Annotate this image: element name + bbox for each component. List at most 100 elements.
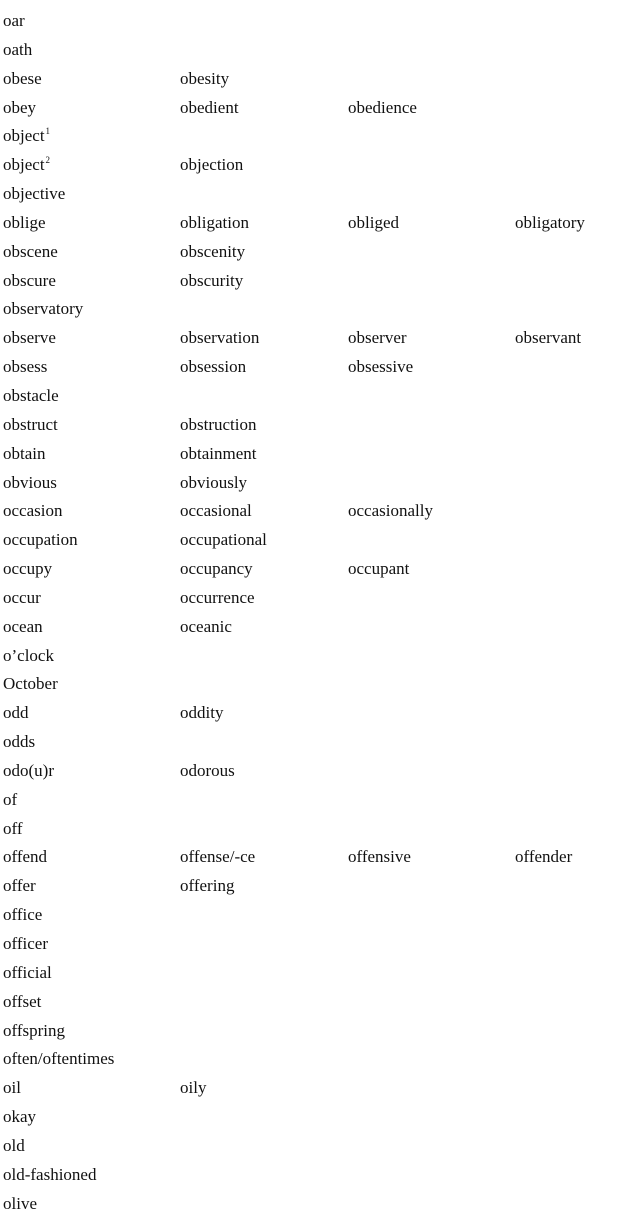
- word-text: occupy: [3, 559, 53, 579]
- headword: offend: [3, 843, 47, 872]
- derived-word: obstruction: [180, 411, 257, 440]
- headword: oblige: [3, 209, 46, 238]
- derived-word: offense/-ce: [180, 843, 255, 872]
- word-row: offset: [3, 988, 633, 1017]
- headword: offspring: [3, 1017, 65, 1046]
- headword: oar: [3, 7, 25, 36]
- word-text: oily: [180, 1078, 207, 1098]
- word-text: obesity: [180, 68, 230, 88]
- word-row: okay: [3, 1103, 633, 1132]
- word-row: ocean oceanic: [3, 613, 633, 642]
- word-text: off: [3, 818, 23, 838]
- word-text: officer: [3, 934, 48, 953]
- headword: oil: [3, 1074, 21, 1103]
- word-text: obsess: [3, 357, 48, 377]
- derived-word: obedient: [180, 94, 239, 123]
- word-text: obsession: [180, 357, 247, 377]
- headword: odo(u)r: [3, 757, 54, 786]
- word-text: obscurity: [180, 270, 244, 290]
- derived-word: occupant: [348, 555, 409, 584]
- headword: objective: [3, 180, 65, 209]
- word-text: obsessive: [348, 357, 414, 377]
- word-text: o’clock: [3, 645, 54, 665]
- derived-word: occasionally: [348, 497, 433, 526]
- word-text: object: [3, 126, 45, 146]
- word-text: obligatory: [515, 212, 585, 232]
- word-text: odd: [3, 703, 29, 723]
- word-text: offering: [180, 876, 235, 896]
- derived-word: occasional: [180, 497, 252, 526]
- headword: office: [3, 901, 42, 930]
- word-row: odo(u)r odorous: [3, 757, 633, 786]
- derived-word: objection: [180, 151, 243, 180]
- word-row: offend offense/-ce offensive offender: [3, 843, 633, 872]
- headword: obsess: [3, 353, 47, 382]
- derived-word: obliged: [348, 209, 399, 238]
- derived-word: observation: [180, 324, 259, 353]
- word-row: obey obedient obedience: [3, 94, 633, 123]
- headword: offer: [3, 872, 36, 901]
- word-row: old: [3, 1132, 633, 1161]
- headword: occupation: [3, 526, 78, 555]
- word-text: obscene: [3, 241, 58, 261]
- word-row: oil oily: [3, 1074, 633, 1103]
- word-row: observatory: [3, 295, 633, 324]
- word-text: occupancy: [180, 559, 253, 579]
- derived-word: observer: [348, 324, 407, 353]
- headword: oath: [3, 36, 32, 65]
- word-text: obscure: [3, 270, 56, 290]
- word-text: old: [3, 1135, 25, 1155]
- word-text: office: [3, 905, 43, 925]
- derived-word: oddity: [180, 699, 223, 728]
- headword: offset: [3, 988, 41, 1017]
- headword: object2: [3, 151, 50, 182]
- word-row: of: [3, 786, 633, 815]
- word-text: offer: [3, 876, 36, 896]
- headword: okay: [3, 1103, 36, 1132]
- word-row: official: [3, 959, 633, 988]
- word-text: oddity: [180, 703, 224, 723]
- headword: odd: [3, 699, 29, 728]
- word-row: obese obesity: [3, 65, 633, 94]
- headword: officer: [3, 930, 48, 959]
- derived-word: obsession: [180, 353, 246, 382]
- headword: olive: [3, 1190, 37, 1219]
- headword: observatory: [3, 295, 83, 324]
- derived-word: offensive: [348, 843, 411, 872]
- word-text: observe: [3, 328, 56, 348]
- word-text: old-fashioned: [3, 1164, 97, 1184]
- word-row: oblige obligation obliged obligatory: [3, 209, 633, 238]
- headword: obstruct: [3, 411, 58, 440]
- word-row: obscene obscenity: [3, 238, 633, 267]
- word-text: October: [3, 674, 58, 694]
- word-text: offense/-ce: [180, 847, 256, 867]
- word-row: occupation occupational: [3, 526, 633, 555]
- headword: object1: [3, 122, 50, 153]
- word-text: occupation: [3, 530, 78, 550]
- word-text: obvious: [3, 472, 57, 492]
- word-row: occur occurrence: [3, 584, 633, 613]
- headword: old-fashioned: [3, 1161, 96, 1190]
- derived-word: observant: [515, 324, 581, 353]
- headword: occur: [3, 584, 41, 613]
- derived-word: obedience: [348, 94, 417, 123]
- derived-word: obsessive: [348, 353, 413, 382]
- headword: often/oftentimes: [3, 1045, 114, 1074]
- word-row: obscure obscurity: [3, 267, 633, 296]
- word-row: obvious obviously: [3, 469, 633, 498]
- word-text: obligation: [180, 212, 249, 232]
- word-text: obese: [3, 68, 42, 88]
- word-text: oblige: [3, 212, 46, 232]
- word-text: obedience: [348, 97, 417, 117]
- word-text: obey: [3, 97, 37, 117]
- word-text: obliged: [348, 212, 399, 232]
- derived-word: offering: [180, 872, 234, 901]
- word-text: olive: [3, 1193, 37, 1213]
- word-text: offend: [3, 847, 48, 867]
- headword: odds: [3, 728, 35, 757]
- word-text: objective: [3, 184, 66, 204]
- word-text: odds: [3, 732, 36, 752]
- word-row: off: [3, 815, 633, 844]
- word-text: of: [3, 789, 18, 809]
- word-text: obviously: [180, 472, 248, 492]
